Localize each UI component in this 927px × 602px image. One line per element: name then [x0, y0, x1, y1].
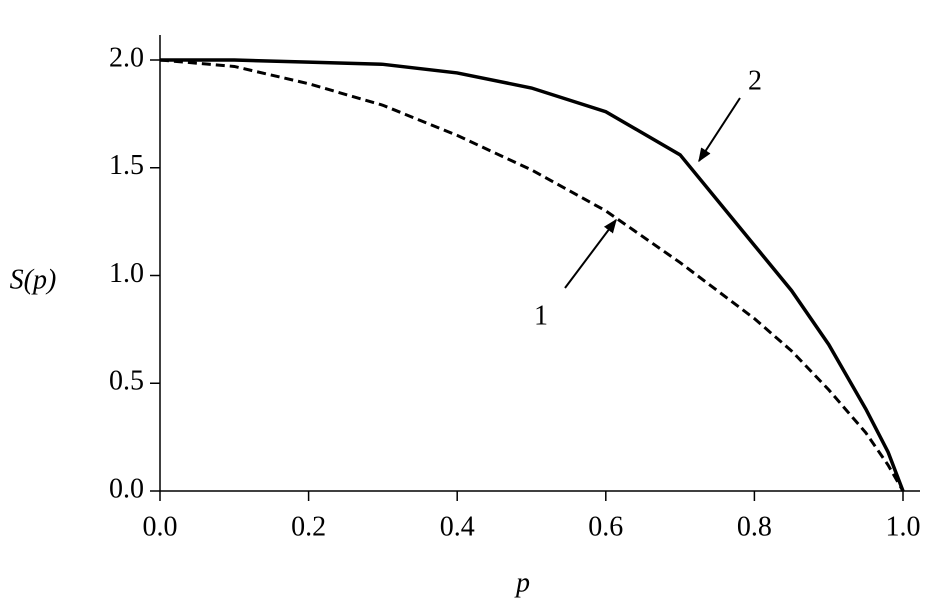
- y-tick-label: 2.0: [109, 42, 144, 73]
- y-tick-label: 0.0: [109, 473, 144, 504]
- annotation-arrow: [698, 97, 741, 163]
- curve-label: 2: [748, 65, 762, 96]
- curve-label: 1: [534, 300, 548, 331]
- line-series: [160, 58, 905, 492]
- y-tick-label: 0.5: [109, 366, 144, 397]
- x-tick-label: 0.6: [588, 511, 623, 542]
- line-series: [159, 58, 905, 492]
- x-tick-label: 0.4: [440, 511, 475, 542]
- y-tick-label: 1.0: [109, 258, 144, 289]
- x-axis-label: p: [514, 567, 530, 598]
- x-tick-label: 0.8: [737, 511, 772, 542]
- y-tick-label: 1.5: [109, 150, 144, 181]
- annotation-arrow: [564, 218, 617, 289]
- y-axis-label: S(p): [10, 264, 57, 295]
- x-tick-label: 0.2: [291, 511, 326, 542]
- x-tick-label: 0.0: [143, 511, 178, 542]
- x-tick-label: 1.0: [886, 511, 921, 542]
